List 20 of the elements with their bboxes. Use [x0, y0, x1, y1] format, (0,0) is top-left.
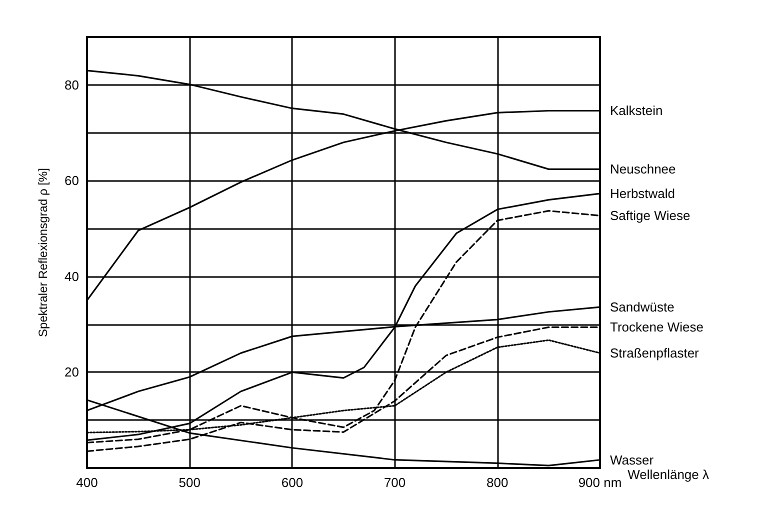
x-tick-label: 700 — [384, 475, 406, 490]
series-label: Kalkstein — [610, 103, 663, 118]
series-label: Herbstwald — [610, 186, 676, 202]
x-axis-title: Wellenlänge λ — [628, 467, 710, 482]
x-tick-label: 500 — [178, 475, 200, 490]
y-tick-label: 40 — [64, 268, 79, 284]
x-tick-label: 800 — [486, 475, 508, 490]
series-label: Neuschnee — [610, 162, 676, 177]
series-label: Trockene Wiese — [610, 320, 704, 335]
y-tick-label: 20 — [64, 364, 79, 380]
y-axis-title: Spektraler Reflexionsgrad ρ [%] — [36, 168, 50, 337]
series-label: Straßenpflaster — [610, 346, 700, 361]
y-tick-label: 80 — [64, 77, 79, 92]
x-tick-label: 900 nm — [578, 475, 622, 490]
x-tick-label: 400 — [76, 475, 98, 490]
x-tick-label: 600 — [281, 475, 304, 490]
series-label: Wasser — [610, 452, 654, 468]
series-label: Saftige Wiese — [610, 208, 690, 224]
series-label: Sandwüste — [610, 300, 674, 315]
y-tick-label: 60 — [64, 173, 79, 188]
